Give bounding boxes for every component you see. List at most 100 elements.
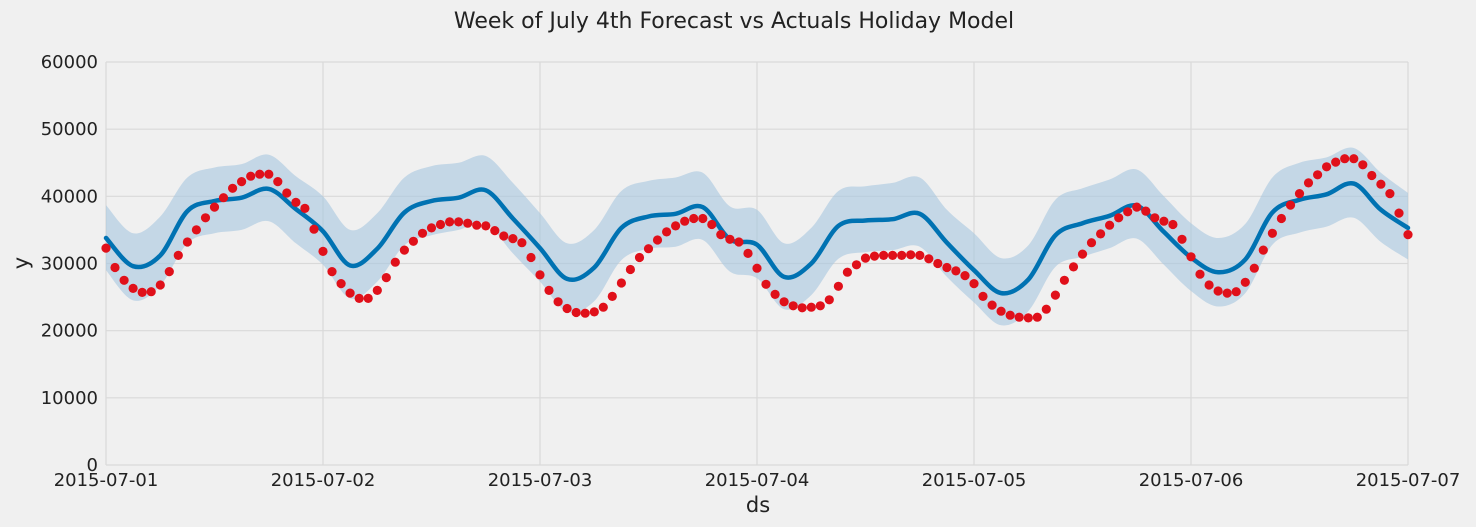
y-tick-label: 40000 <box>41 186 98 207</box>
actual-point <box>535 270 545 280</box>
actual-point <box>255 169 265 179</box>
actual-point <box>851 260 862 270</box>
actual-point <box>544 285 554 295</box>
actual-point <box>915 250 925 260</box>
actual-point <box>815 301 825 311</box>
actual-point <box>1204 280 1214 290</box>
actual-point <box>933 258 943 269</box>
actual-point <box>490 226 500 236</box>
actual-point <box>1331 157 1341 167</box>
actual-point <box>128 283 138 293</box>
actual-point <box>824 295 834 305</box>
actual-point <box>345 288 355 298</box>
actual-point <box>1303 178 1314 188</box>
actual-point <box>1141 206 1151 216</box>
actual-point <box>1123 207 1133 217</box>
actual-point <box>689 213 699 224</box>
actual-point <box>869 251 880 261</box>
actual-point <box>372 285 382 295</box>
x-tick-label: 2015-07-06 <box>1139 470 1244 491</box>
actual-point <box>1313 170 1323 180</box>
actual-point <box>1159 216 1169 226</box>
actual-point <box>906 250 916 260</box>
actual-point <box>1276 213 1286 224</box>
actual-point <box>562 303 572 314</box>
x-tick-label: 2015-07-01 <box>54 470 159 491</box>
y-tick-label: 30000 <box>41 254 98 275</box>
actual-point <box>354 293 364 303</box>
actual-point <box>860 253 871 263</box>
actual-point <box>390 257 400 267</box>
actual-point <box>607 291 617 301</box>
actual-point <box>1168 219 1178 230</box>
x-tick-label: 2015-07-07 <box>1356 470 1461 491</box>
x-tick-labels: 2015-07-01 2015-07-02 2015-07-03 2015-07-04… <box>54 470 1461 491</box>
actual-point <box>1195 269 1205 279</box>
actual-point <box>408 236 418 246</box>
actual-point <box>273 177 283 187</box>
actual-point <box>652 235 663 245</box>
actual-point <box>463 218 473 228</box>
actual-point <box>499 231 509 241</box>
actual-points <box>101 154 1413 323</box>
actual-point <box>1285 200 1296 210</box>
actual-point <box>643 244 654 254</box>
actual-point <box>734 237 744 247</box>
actual-point <box>399 245 409 255</box>
actual-point <box>1340 154 1350 164</box>
y-tick-label: 60000 <box>41 52 98 73</box>
actual-point <box>1041 304 1051 314</box>
actual-point <box>1005 310 1015 320</box>
actual-point <box>146 287 156 297</box>
actual-point <box>417 228 428 238</box>
actual-point <box>1023 313 1033 323</box>
actual-point <box>454 217 464 227</box>
actual-point <box>725 234 735 244</box>
actual-point <box>716 230 726 240</box>
actual-point <box>743 248 753 258</box>
actual-point <box>1258 245 1268 255</box>
x-tick-label: 2015-07-02 <box>271 470 376 491</box>
actual-point <box>1231 287 1241 297</box>
actual-point <box>1358 160 1368 170</box>
actual-point <box>336 279 346 289</box>
actual-point <box>960 271 970 281</box>
actual-point <box>173 250 183 260</box>
actual-point <box>164 267 174 277</box>
actual-point <box>1376 179 1386 189</box>
actual-point <box>526 252 536 263</box>
actual-point <box>680 216 690 226</box>
actual-point <box>761 279 771 289</box>
actual-point <box>671 221 681 231</box>
actual-point <box>589 307 599 317</box>
actual-point <box>200 213 211 223</box>
actual-point <box>1385 189 1395 199</box>
actual-point <box>842 267 853 277</box>
actual-point <box>1177 234 1187 244</box>
actual-point <box>1322 162 1332 172</box>
x-tick-label: 2015-07-04 <box>705 470 810 491</box>
uncertainty-interval <box>106 147 1408 326</box>
actual-point <box>1105 220 1115 230</box>
actual-point <box>1032 312 1042 322</box>
actual-point <box>119 275 129 285</box>
actual-point <box>191 225 201 235</box>
y-tick-label: 10000 <box>41 388 98 409</box>
actual-point <box>1249 263 1259 273</box>
actual-point <box>472 220 482 230</box>
actual-point <box>707 219 717 230</box>
actual-point <box>1114 213 1124 223</box>
actual-point <box>770 289 780 299</box>
actual-point <box>508 234 518 244</box>
actual-point <box>101 243 111 253</box>
actual-point <box>1240 277 1250 287</box>
actual-point <box>1096 229 1106 239</box>
chart-title: Week of July 4th Forecast vs Actuals Hol… <box>454 9 1014 34</box>
actual-point <box>1213 286 1223 296</box>
actual-point <box>228 183 238 193</box>
actual-point <box>110 262 120 273</box>
actual-point <box>309 224 319 234</box>
actual-point <box>978 291 988 301</box>
y-tick-label: 0 <box>87 455 98 476</box>
x-axis-label: ds <box>746 493 770 517</box>
